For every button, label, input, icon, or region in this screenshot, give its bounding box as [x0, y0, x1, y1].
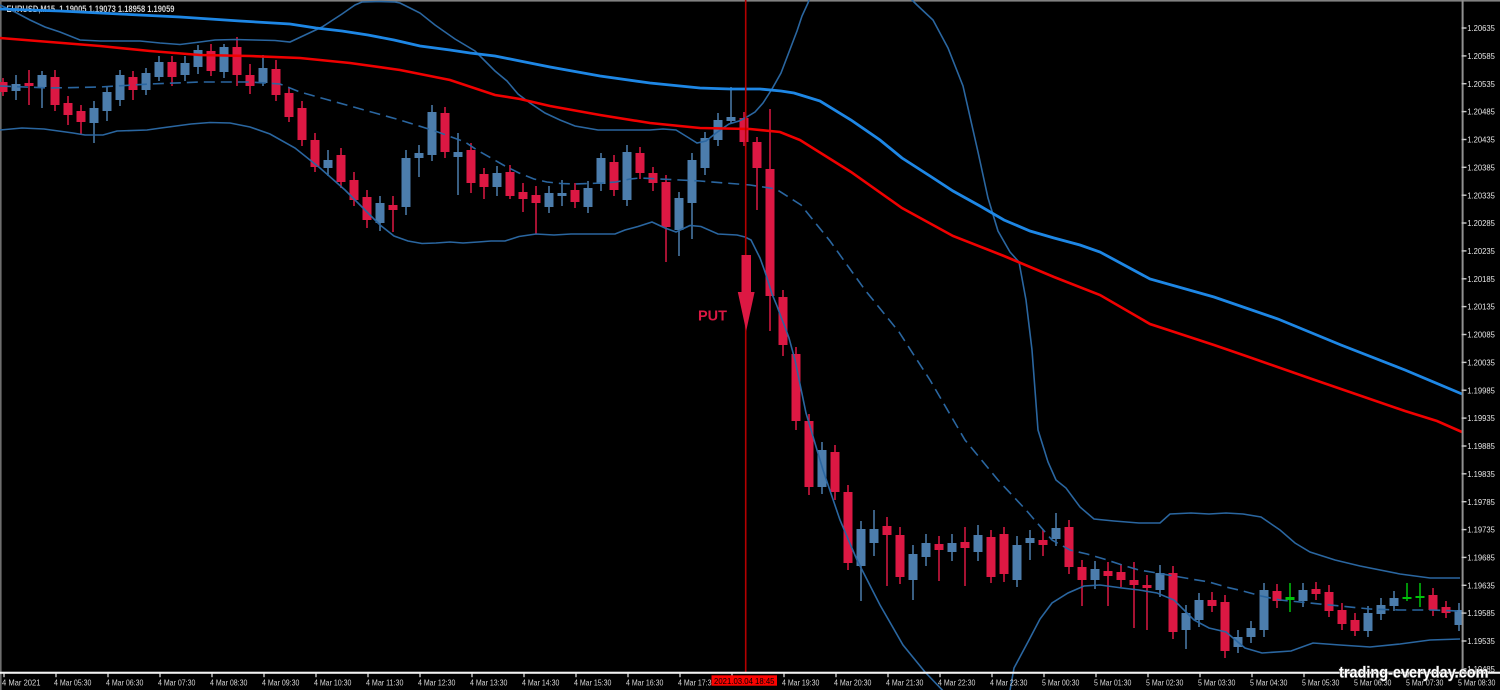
svg-text:1.19735: 1.19735	[1467, 525, 1495, 535]
svg-text:1.19785: 1.19785	[1467, 497, 1495, 507]
svg-text:1.20585: 1.20585	[1467, 51, 1495, 61]
svg-text:EURUSD,M15 1.19005 1.19073 1.: EURUSD,M15 1.19005 1.19073 1.18958 1.190…	[7, 4, 175, 14]
svg-text:1.20085: 1.20085	[1467, 330, 1495, 340]
svg-text:4 Mar 10:30: 4 Mar 10:30	[314, 678, 352, 688]
svg-text:1.19935: 1.19935	[1467, 413, 1495, 423]
svg-text:1.19835: 1.19835	[1467, 469, 1495, 479]
svg-text:1.20185: 1.20185	[1467, 274, 1495, 284]
svg-text:1.20485: 1.20485	[1467, 107, 1495, 117]
svg-text:5 Mar 04:30: 5 Mar 04:30	[1250, 678, 1288, 688]
svg-text:1.20285: 1.20285	[1467, 218, 1495, 228]
svg-text:1.19485: 1.19485	[1467, 664, 1495, 674]
svg-text:4 Mar 23:30: 4 Mar 23:30	[990, 678, 1028, 688]
svg-text:5 Mar 06:30: 5 Mar 06:30	[1354, 678, 1392, 688]
svg-text:4 Mar 12:30: 4 Mar 12:30	[418, 678, 456, 688]
svg-text:1.19985: 1.19985	[1467, 385, 1495, 395]
svg-text:5 Mar 02:30: 5 Mar 02:30	[1146, 678, 1184, 688]
svg-text:4 Mar 14:30: 4 Mar 14:30	[522, 678, 560, 688]
svg-text:5 Mar 05:30: 5 Mar 05:30	[1302, 678, 1340, 688]
svg-text:4 Mar 13:30: 4 Mar 13:30	[470, 678, 508, 688]
svg-text:trading-everyday.com: trading-everyday.com	[1339, 665, 1489, 682]
svg-text:1.19685: 1.19685	[1467, 553, 1495, 563]
svg-text:1.19885: 1.19885	[1467, 441, 1495, 451]
svg-text:5 Mar 00:30: 5 Mar 00:30	[1042, 678, 1080, 688]
svg-text:1.19535: 1.19535	[1467, 636, 1495, 646]
svg-text:PUT: PUT	[698, 309, 727, 325]
svg-text:1.20385: 1.20385	[1467, 162, 1495, 172]
svg-text:5 Mar 03:30: 5 Mar 03:30	[1198, 678, 1236, 688]
svg-text:1.20535: 1.20535	[1467, 79, 1495, 89]
svg-text:1.19635: 1.19635	[1467, 580, 1495, 590]
svg-text:4 Mar 16:30: 4 Mar 16:30	[626, 678, 664, 688]
svg-text:1.20135: 1.20135	[1467, 302, 1495, 312]
svg-text:4 Mar 08:30: 4 Mar 08:30	[210, 678, 248, 688]
svg-text:1.20635: 1.20635	[1467, 23, 1495, 33]
svg-text:4 Mar 17:30: 4 Mar 17:30	[678, 678, 716, 688]
svg-text:5 Mar 07:30: 5 Mar 07:30	[1406, 678, 1444, 688]
svg-text:4 Mar 19:30: 4 Mar 19:30	[782, 678, 820, 688]
svg-text:1.20435: 1.20435	[1467, 135, 1495, 145]
svg-text:5 Mar 01:30: 5 Mar 01:30	[1094, 678, 1132, 688]
svg-text:1.20335: 1.20335	[1467, 190, 1495, 200]
svg-text:4 Mar 21:30: 4 Mar 21:30	[886, 678, 924, 688]
svg-text:4 Mar 20:30: 4 Mar 20:30	[834, 678, 872, 688]
svg-text:4 Mar 22:30: 4 Mar 22:30	[938, 678, 976, 688]
svg-text:4 Mar 05:30: 4 Mar 05:30	[54, 678, 92, 688]
svg-text:4 Mar 15:30: 4 Mar 15:30	[574, 678, 612, 688]
svg-text:5 Mar 08:30: 5 Mar 08:30	[1458, 678, 1496, 688]
svg-text:2021.03.04 18:45: 2021.03.04 18:45	[714, 676, 775, 686]
svg-text:4 Mar 2021: 4 Mar 2021	[2, 678, 41, 688]
svg-text:4 Mar 11:30: 4 Mar 11:30	[366, 678, 404, 688]
svg-text:1.19585: 1.19585	[1467, 608, 1495, 618]
svg-text:4 Mar 09:30: 4 Mar 09:30	[262, 678, 300, 688]
svg-text:1.20235: 1.20235	[1467, 246, 1495, 256]
svg-text:4 Mar 07:30: 4 Mar 07:30	[158, 678, 196, 688]
svg-text:1.20035: 1.20035	[1467, 358, 1495, 368]
svg-text:4 Mar 06:30: 4 Mar 06:30	[106, 678, 144, 688]
